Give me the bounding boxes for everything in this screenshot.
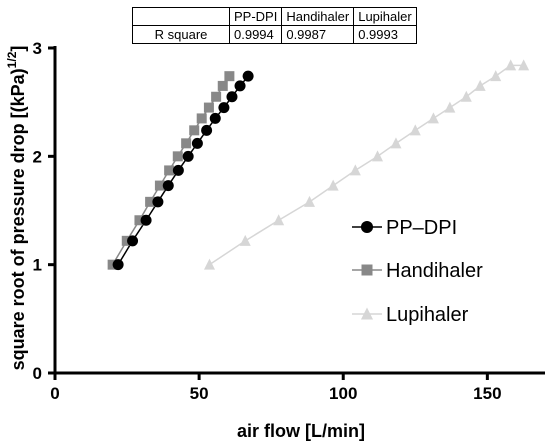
y-tick-label: 0	[33, 364, 42, 383]
r-square-table: PP-DPI Handihaler Lupihaler R square 0.9…	[132, 7, 417, 44]
data-point	[172, 151, 183, 162]
data-point	[444, 101, 456, 113]
legend-marker	[361, 264, 373, 276]
x-tick-label: 0	[50, 384, 59, 403]
x-tick-label: 50	[190, 384, 209, 403]
legend-label: PP–DPI	[386, 217, 457, 239]
data-point	[505, 59, 517, 71]
data-point	[409, 124, 421, 136]
table-header-cell: Lupihaler	[353, 7, 417, 26]
series-markers	[107, 59, 530, 271]
legend-label: Handihaler	[386, 260, 483, 282]
table-header-row: PP-DPI Handihaler Lupihaler	[132, 7, 417, 26]
data-point	[203, 102, 214, 113]
legend-label: Lupihaler	[386, 304, 469, 326]
data-point	[349, 164, 361, 176]
x-tick-label: 150	[473, 384, 501, 403]
data-point	[460, 90, 472, 102]
data-point	[474, 79, 486, 91]
table-cell: 0.9987	[281, 25, 355, 44]
data-point	[154, 180, 165, 191]
x-ticks: 0 50 100 150	[50, 373, 502, 403]
data-point	[201, 124, 213, 136]
data-point	[152, 196, 164, 208]
data-point	[217, 80, 228, 91]
data-point	[372, 150, 384, 162]
data-point	[327, 179, 339, 191]
y-axis-title-close: ]	[8, 46, 28, 52]
data-point	[234, 80, 246, 92]
data-point	[211, 91, 222, 102]
data-point	[182, 150, 194, 162]
y-axis-title-sup: 1/2	[5, 51, 19, 68]
data-point	[196, 113, 207, 124]
table-header-cell: PP-DPI	[228, 7, 283, 26]
y-axis-title: square root of pressure drop [(kPa)1/2]	[5, 46, 28, 371]
y-tick-label: 1	[33, 256, 42, 275]
data-point	[226, 91, 238, 103]
data-point	[273, 214, 285, 226]
data-point	[490, 70, 502, 82]
legend: PP–DPI Handihaler Lupihaler	[352, 217, 483, 326]
data-point	[518, 59, 530, 71]
y-tick-label: 3	[33, 39, 42, 58]
table-row: R square 0.9994 0.9987 0.9993	[132, 25, 417, 44]
data-point	[224, 71, 235, 82]
data-point	[134, 215, 145, 226]
data-point	[209, 112, 221, 124]
data-point	[189, 125, 200, 136]
data-point	[239, 234, 251, 246]
data-point	[242, 70, 254, 82]
data-point	[427, 112, 439, 124]
data-point	[162, 180, 174, 192]
data-point	[172, 164, 184, 176]
data-point	[203, 258, 215, 270]
data-point	[181, 138, 192, 149]
data-point	[191, 137, 203, 149]
x-tick-label: 100	[329, 384, 357, 403]
legend-marker	[360, 307, 374, 320]
data-point	[145, 196, 156, 207]
table-header-cell	[132, 7, 230, 26]
data-point	[304, 195, 316, 207]
x-axis-title: air flow [L/min]	[237, 421, 365, 441]
table-header-cell: Handihaler	[281, 7, 355, 26]
data-point	[390, 137, 402, 149]
data-point	[127, 235, 139, 247]
legend-marker	[360, 220, 374, 234]
data-point	[112, 259, 124, 271]
data-point	[121, 235, 132, 246]
series-lines	[112, 64, 524, 266]
data-point	[164, 165, 175, 176]
table-cell: R square	[132, 25, 230, 44]
table-cell: 0.9994	[228, 25, 283, 44]
table-cell: 0.9993	[353, 25, 417, 44]
series-line	[209, 64, 524, 266]
y-ticks: 0 1 2 3	[33, 39, 55, 383]
data-point	[140, 214, 152, 226]
y-axis-title-main: square root of pressure drop [(kPa)	[8, 68, 28, 370]
y-tick-label: 2	[33, 147, 42, 166]
data-point	[218, 102, 230, 114]
